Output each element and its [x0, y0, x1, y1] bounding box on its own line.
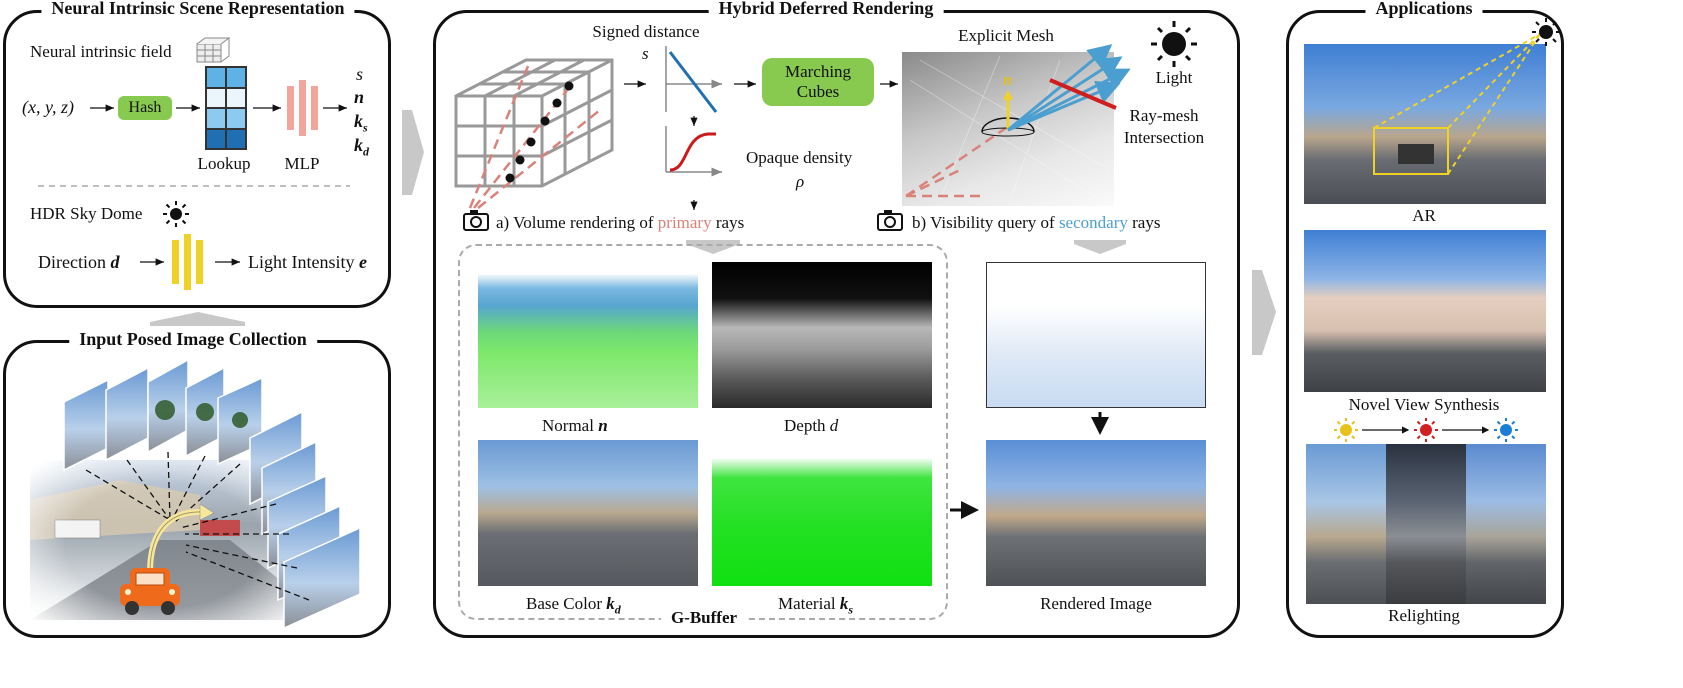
intensity-label: Light Intensity e [248, 252, 367, 272]
explicit-mesh-label: Explicit Mesh [958, 26, 1054, 45]
mesh-normal-symbol: n [1003, 70, 1013, 89]
depth-map-image [712, 262, 932, 408]
hash-label: Hash [128, 99, 162, 116]
marching-cubes-box: Marching Cubes [762, 58, 874, 106]
hash-box: Hash [118, 96, 172, 120]
hybrid-rendering-title: Hybrid Deferred Rendering [708, 0, 944, 19]
mlp-block [287, 80, 327, 136]
rendered-image-label: Rendered Image [1040, 594, 1152, 613]
nvs-image [1304, 230, 1546, 392]
depth-label: Depth d [784, 416, 839, 435]
base-color-label: Base Color kd [526, 594, 621, 617]
lookup-table [205, 66, 247, 150]
relight-panel-day [1306, 444, 1386, 604]
rendered-image [986, 440, 1206, 586]
ray-mesh-label-1: Ray-mesh [1129, 106, 1199, 125]
neural-field-label: Neural intrinsic field [30, 42, 172, 61]
signed-distance-symbol: s [642, 44, 649, 63]
direction-label: Direction d [38, 252, 120, 272]
output-s: s [356, 64, 364, 84]
signed-distance-label: Signed distance [592, 22, 700, 41]
material-label: Material ks [778, 594, 854, 617]
base-color-image [478, 440, 698, 586]
gbuffer-label: G-Buffer [660, 608, 748, 628]
output-ks: ks [354, 111, 368, 135]
output-kd: kd [354, 135, 369, 159]
mlp-label: MLP [284, 154, 320, 173]
normal-map-image [478, 262, 698, 408]
relight-panel-cool [1466, 444, 1546, 604]
sky-dome-label: HDR Sky Dome [30, 204, 143, 223]
ar-label: AR [1412, 206, 1436, 225]
input-collection-panel [3, 340, 391, 638]
light-label: Light [1155, 68, 1193, 87]
normal-label: Normal n [542, 416, 608, 435]
neural-representation-title: Neural Intrinsic Scene Representation [41, 0, 355, 19]
sky-mlp-block [172, 234, 212, 290]
lookup-label: Lookup [197, 154, 251, 173]
applications-title: Applications [1365, 0, 1483, 19]
ray-mesh-label-2: Intersection [1123, 128, 1205, 147]
volume-rendering-caption: a) Volume rendering of primary rays [496, 213, 745, 232]
cubes-label: Cubes [796, 82, 840, 101]
relighting-label: Relighting [1388, 606, 1460, 625]
relighting-image [1306, 444, 1546, 604]
material-image [712, 440, 932, 586]
input-coords: (x, y, z) [22, 97, 74, 117]
ar-image [1304, 44, 1546, 204]
output-n: n [354, 87, 365, 107]
input-collection-title: Input Posed Image Collection [69, 329, 317, 350]
marching-label: Marching [784, 62, 852, 81]
nvs-label: Novel View Synthesis [1348, 395, 1500, 414]
opaque-density-symbol: ρ [796, 172, 805, 191]
relight-panel-dusk [1386, 444, 1466, 604]
visibility-image [986, 262, 1206, 408]
opaque-density-label: Opaque density [746, 148, 853, 167]
visibility-query-caption: b) Visibility query of secondary rays [912, 213, 1161, 232]
